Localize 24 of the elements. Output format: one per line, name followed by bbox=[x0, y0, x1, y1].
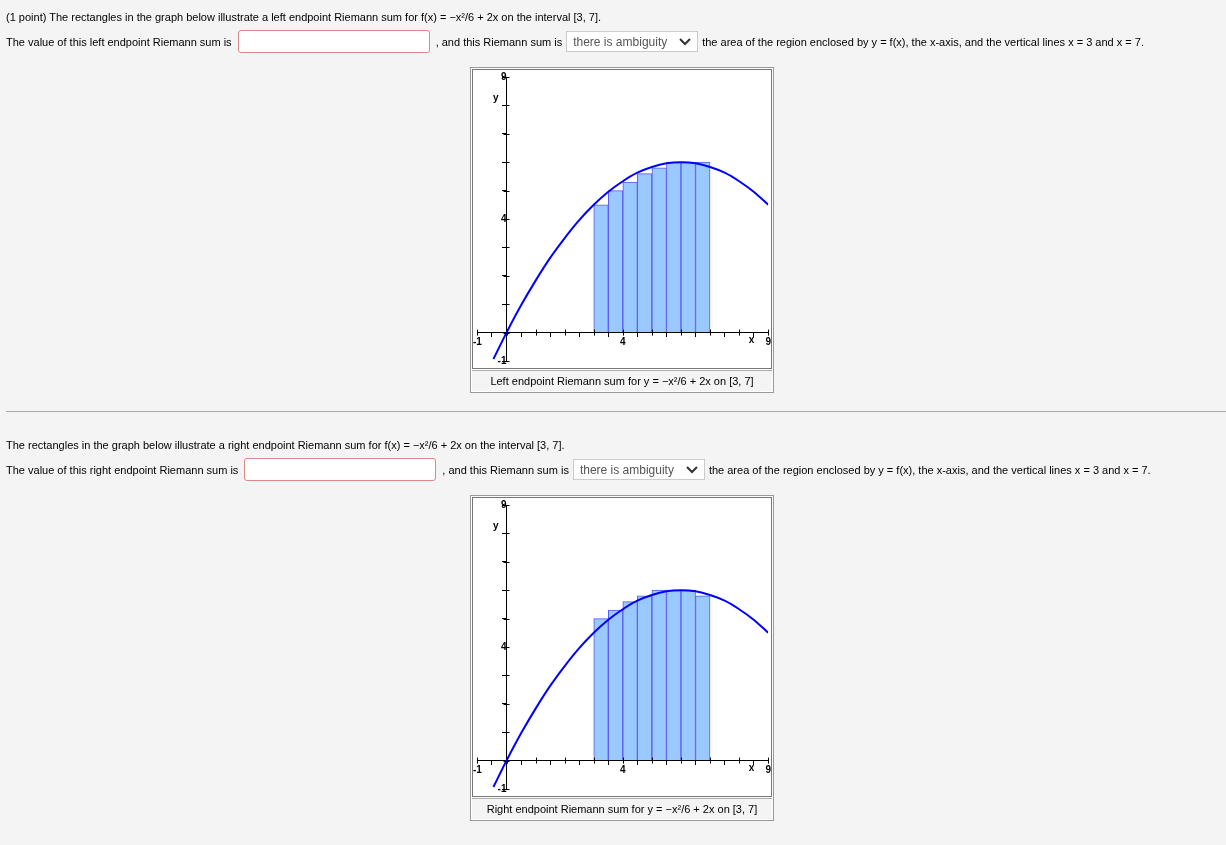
text: there is ambiguity bbox=[573, 34, 668, 49]
text: Left endpoint Riemann sum for y = −x²/6 + 2x on [3, 7] bbox=[490, 375, 754, 387]
x-tick-label: 9 bbox=[765, 764, 772, 776]
text: the area of the region enclosed by y = f(x), the x-axis, and the vertical lines x = 3 and x = 7. bbox=[708, 463, 1151, 476]
x-tick-label: 9 bbox=[765, 336, 772, 348]
x-tick-label: 4 bbox=[620, 336, 627, 348]
y-axis-title: y bbox=[492, 91, 499, 103]
text: , and this Riemann sum is bbox=[435, 35, 563, 48]
x-axis-title: x bbox=[748, 762, 755, 774]
text: there is ambiguity bbox=[579, 462, 674, 477]
text: Right endpoint Riemann sum for y = −x²/6 + 2x on [3, 7] bbox=[486, 803, 758, 815]
y-axis-title: y bbox=[492, 519, 499, 531]
y-tick-label: 9 bbox=[500, 70, 507, 82]
text: The rectangles in the graph below illustrate a right endpoint Riemann sum for f(x) = −x²/6 + 2x on the interval [3, 7]. bbox=[6, 439, 565, 451]
x-axis-title: x bbox=[748, 334, 755, 346]
text: The value of this left endpoint Riemann sum is bbox=[6, 35, 232, 48]
text: the area of the region enclosed by y = f(x), the x-axis, and the vertical lines x = 3 and x = 7. bbox=[702, 35, 1144, 48]
text: (1 point) The rectangles in the graph below illustrate a left endpoint Riemann sum for f(x) = −x²/6 + 2x on the interval [3, 7]. bbox=[6, 11, 602, 23]
y-tick-label: 9 bbox=[500, 498, 507, 510]
text: , and this Riemann sum is bbox=[442, 463, 569, 476]
x-tick-label: 4 bbox=[620, 764, 627, 776]
x-tick-label: -1 bbox=[472, 336, 483, 348]
text: The value of this right endpoint Riemann sum is bbox=[6, 463, 239, 476]
x-tick-label: -1 bbox=[472, 764, 483, 776]
